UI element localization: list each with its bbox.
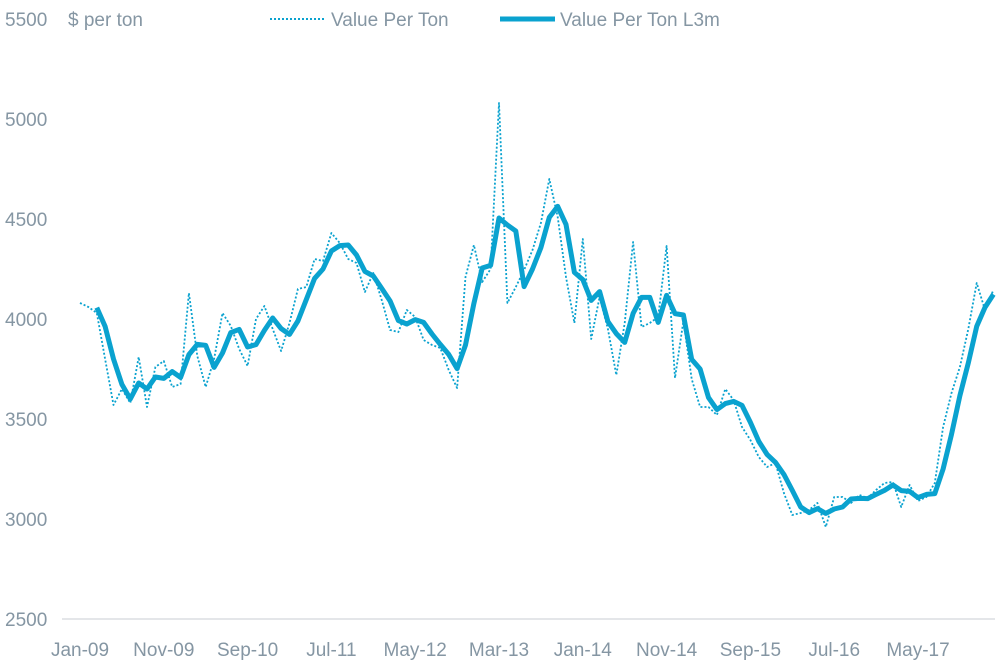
legend: Value Per Ton Value Per Ton L3m [270, 10, 720, 31]
x-tick-label: Nov-14 [636, 640, 698, 661]
legend-label-value-per-ton: Value Per Ton [331, 10, 449, 31]
x-tick-label: Jul-16 [808, 640, 860, 661]
y-tick-label: 3000 [5, 510, 47, 531]
x-tick-label: Nov-09 [133, 640, 194, 661]
x-tick-label: Mar-13 [469, 640, 529, 661]
x-tick-label: May-17 [886, 640, 949, 661]
y-tick-label: 2500 [5, 610, 47, 631]
x-tick-label: May-12 [384, 640, 447, 661]
x-tick-label: Jul-11 [306, 640, 356, 661]
y-tick-label: 5000 [5, 110, 47, 131]
y-tick-label: 4000 [5, 310, 47, 331]
x-tick-label: Sep-10 [217, 640, 278, 661]
x-axis-ticks: Jan-09 Nov-09 Sep-10 Jul-11 May-12 Mar-13 Jan-… [51, 640, 950, 661]
series-line-value-per-ton [79, 102, 995, 528]
x-tick-label: Jan-09 [51, 640, 109, 661]
y-tick-label: 3500 [5, 410, 47, 431]
y-tick-label: 5500 [5, 10, 47, 31]
series-line-value-per-ton-l3m [94, 203, 996, 516]
y-axis-ticks: 2500 3000 3500 4000 4500 5000 5500 [5, 10, 47, 631]
y-axis-unit-label: $ per ton [68, 10, 143, 31]
legend-label-value-per-ton-l3m: Value Per Ton L3m [560, 10, 720, 31]
series-group [79, 102, 996, 528]
y-tick-label: 4500 [5, 210, 47, 231]
x-tick-label: Jan-14 [554, 640, 613, 661]
x-tick-label: Sep-15 [720, 640, 781, 661]
